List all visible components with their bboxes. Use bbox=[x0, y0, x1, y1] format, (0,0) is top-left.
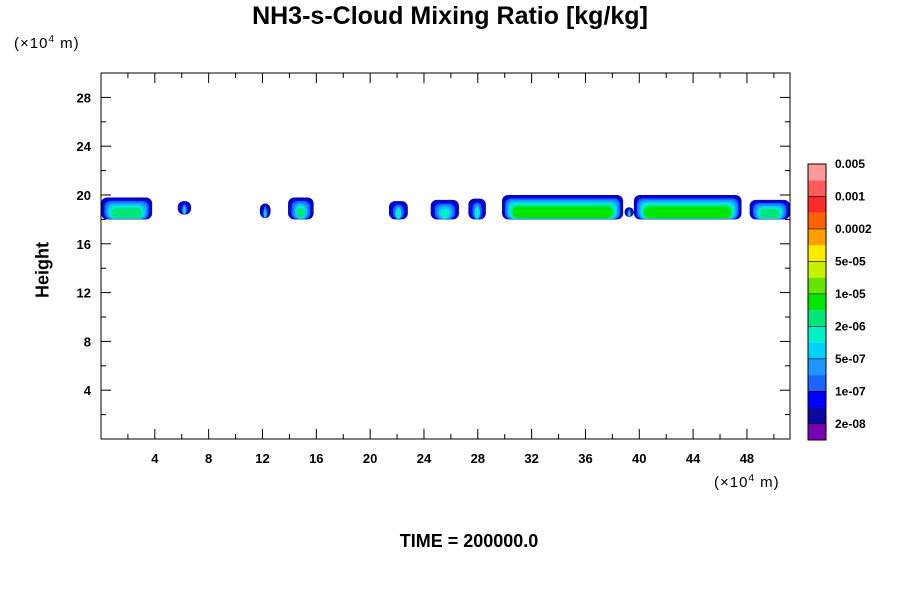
cloud-patch bbox=[624, 207, 634, 217]
cloud-patch bbox=[430, 199, 459, 220]
colorbar-swatch bbox=[808, 196, 826, 213]
colorbar-label: 2e-06 bbox=[835, 319, 866, 333]
cloud-band bbox=[111, 207, 142, 219]
x-tick-label: 24 bbox=[417, 451, 432, 466]
colorbar-swatch bbox=[808, 212, 826, 229]
x-tick-label: 8 bbox=[205, 451, 212, 466]
x-tick-label: 32 bbox=[524, 451, 538, 466]
colorbar-swatch bbox=[808, 293, 826, 311]
colorbar-swatch bbox=[808, 310, 826, 327]
colorbar-swatch bbox=[808, 261, 826, 278]
y-tick-label: 8 bbox=[84, 334, 91, 349]
y-tick-label: 28 bbox=[77, 90, 91, 105]
x-tick-label: 12 bbox=[255, 451, 269, 466]
x-tick-label: 44 bbox=[686, 451, 701, 466]
cloud-field bbox=[101, 195, 790, 220]
cloud-patch bbox=[259, 203, 271, 219]
y-tick-label: 24 bbox=[77, 139, 92, 154]
cloud-band bbox=[644, 206, 731, 219]
cloud-patch bbox=[101, 197, 153, 220]
time-annotation: TIME = 200000.0 bbox=[399, 531, 539, 551]
x-tick-label: 16 bbox=[309, 451, 323, 466]
colorbar-swatch bbox=[808, 326, 826, 343]
colorbar-swatch bbox=[808, 358, 826, 376]
colorbar-label: 0.0002 bbox=[835, 222, 872, 236]
cloud-patch bbox=[388, 201, 408, 220]
y-tick-label: 4 bbox=[84, 383, 92, 398]
colorbar-swatch bbox=[808, 245, 826, 262]
colorbar-label: 1e-05 bbox=[835, 287, 866, 301]
y-unit-exponent: 4 bbox=[48, 34, 56, 45]
colorbar-swatch bbox=[808, 375, 826, 392]
x-unit-exponent: 4 bbox=[748, 473, 756, 484]
cloud-band bbox=[440, 208, 450, 219]
plot-frame bbox=[100, 72, 791, 440]
x-tick-label: 4 bbox=[151, 451, 159, 466]
cloud-patch bbox=[288, 197, 314, 220]
x-tick-label: 36 bbox=[578, 451, 592, 466]
colorbar-label: 2e-08 bbox=[835, 417, 866, 431]
y-tick-label: 16 bbox=[77, 237, 91, 252]
cloud-patch bbox=[633, 195, 742, 220]
cloud-band bbox=[263, 209, 267, 218]
cloud-band bbox=[297, 207, 305, 219]
cloud-patch bbox=[502, 195, 624, 220]
x-tick-label: 28 bbox=[471, 451, 485, 466]
y-unit-suffix: m) bbox=[55, 35, 80, 52]
colorbar-label: 1e-07 bbox=[835, 384, 866, 398]
colorbar-swatch bbox=[808, 342, 826, 359]
colorbar-label: 0.005 bbox=[835, 157, 865, 171]
cloud-patch bbox=[468, 198, 486, 220]
x-tick-label: 20 bbox=[363, 451, 377, 466]
cloud-band bbox=[395, 209, 402, 219]
x-axis: 4 8 12 16 20 24 28 32 36 40 44 48 bbox=[127, 73, 775, 466]
cloud-band bbox=[760, 209, 780, 219]
x-tick-label: 48 bbox=[740, 451, 754, 466]
colorbar-swatch bbox=[808, 164, 826, 181]
colorbar-label: 5e-07 bbox=[835, 352, 866, 366]
colorbar-swatch bbox=[808, 407, 826, 424]
x-unit-prefix: (×10 bbox=[714, 474, 749, 491]
cloud-patch bbox=[177, 201, 192, 215]
chart-title: NH3-s-Cloud Mixing Ratio [kg/kg] bbox=[252, 2, 648, 30]
colorbar-swatch bbox=[808, 180, 826, 197]
y-tick-label: 12 bbox=[77, 286, 91, 301]
cloud-band bbox=[512, 206, 613, 219]
colorbar-swatch bbox=[808, 423, 826, 440]
y-axis-unit: (×104 m) bbox=[14, 34, 80, 52]
colorbar: 2e-08 1e-07 5e-07 2e-06 1e-05 5e-05 0.0002 0.00… bbox=[807, 157, 872, 441]
y-axis: 4 8 12 16 20 24 28 bbox=[77, 90, 790, 416]
colorbar-swatch bbox=[808, 391, 826, 408]
cloud-band bbox=[182, 207, 187, 214]
colorbar-swatch bbox=[808, 228, 826, 246]
x-unit-suffix: m) bbox=[755, 474, 780, 491]
cloud-patch bbox=[749, 199, 790, 220]
y-unit-prefix: (×10 bbox=[14, 35, 49, 52]
cloud-band bbox=[627, 211, 631, 217]
colorbar-label: 5e-05 bbox=[835, 254, 866, 268]
x-axis-unit: (×104 m) bbox=[714, 473, 780, 491]
colorbar-label: 0.001 bbox=[835, 189, 865, 203]
x-tick-label: 40 bbox=[632, 451, 646, 466]
cloud-band bbox=[474, 208, 480, 219]
y-tick-label: 20 bbox=[77, 188, 91, 203]
colorbar-swatch bbox=[808, 277, 826, 294]
